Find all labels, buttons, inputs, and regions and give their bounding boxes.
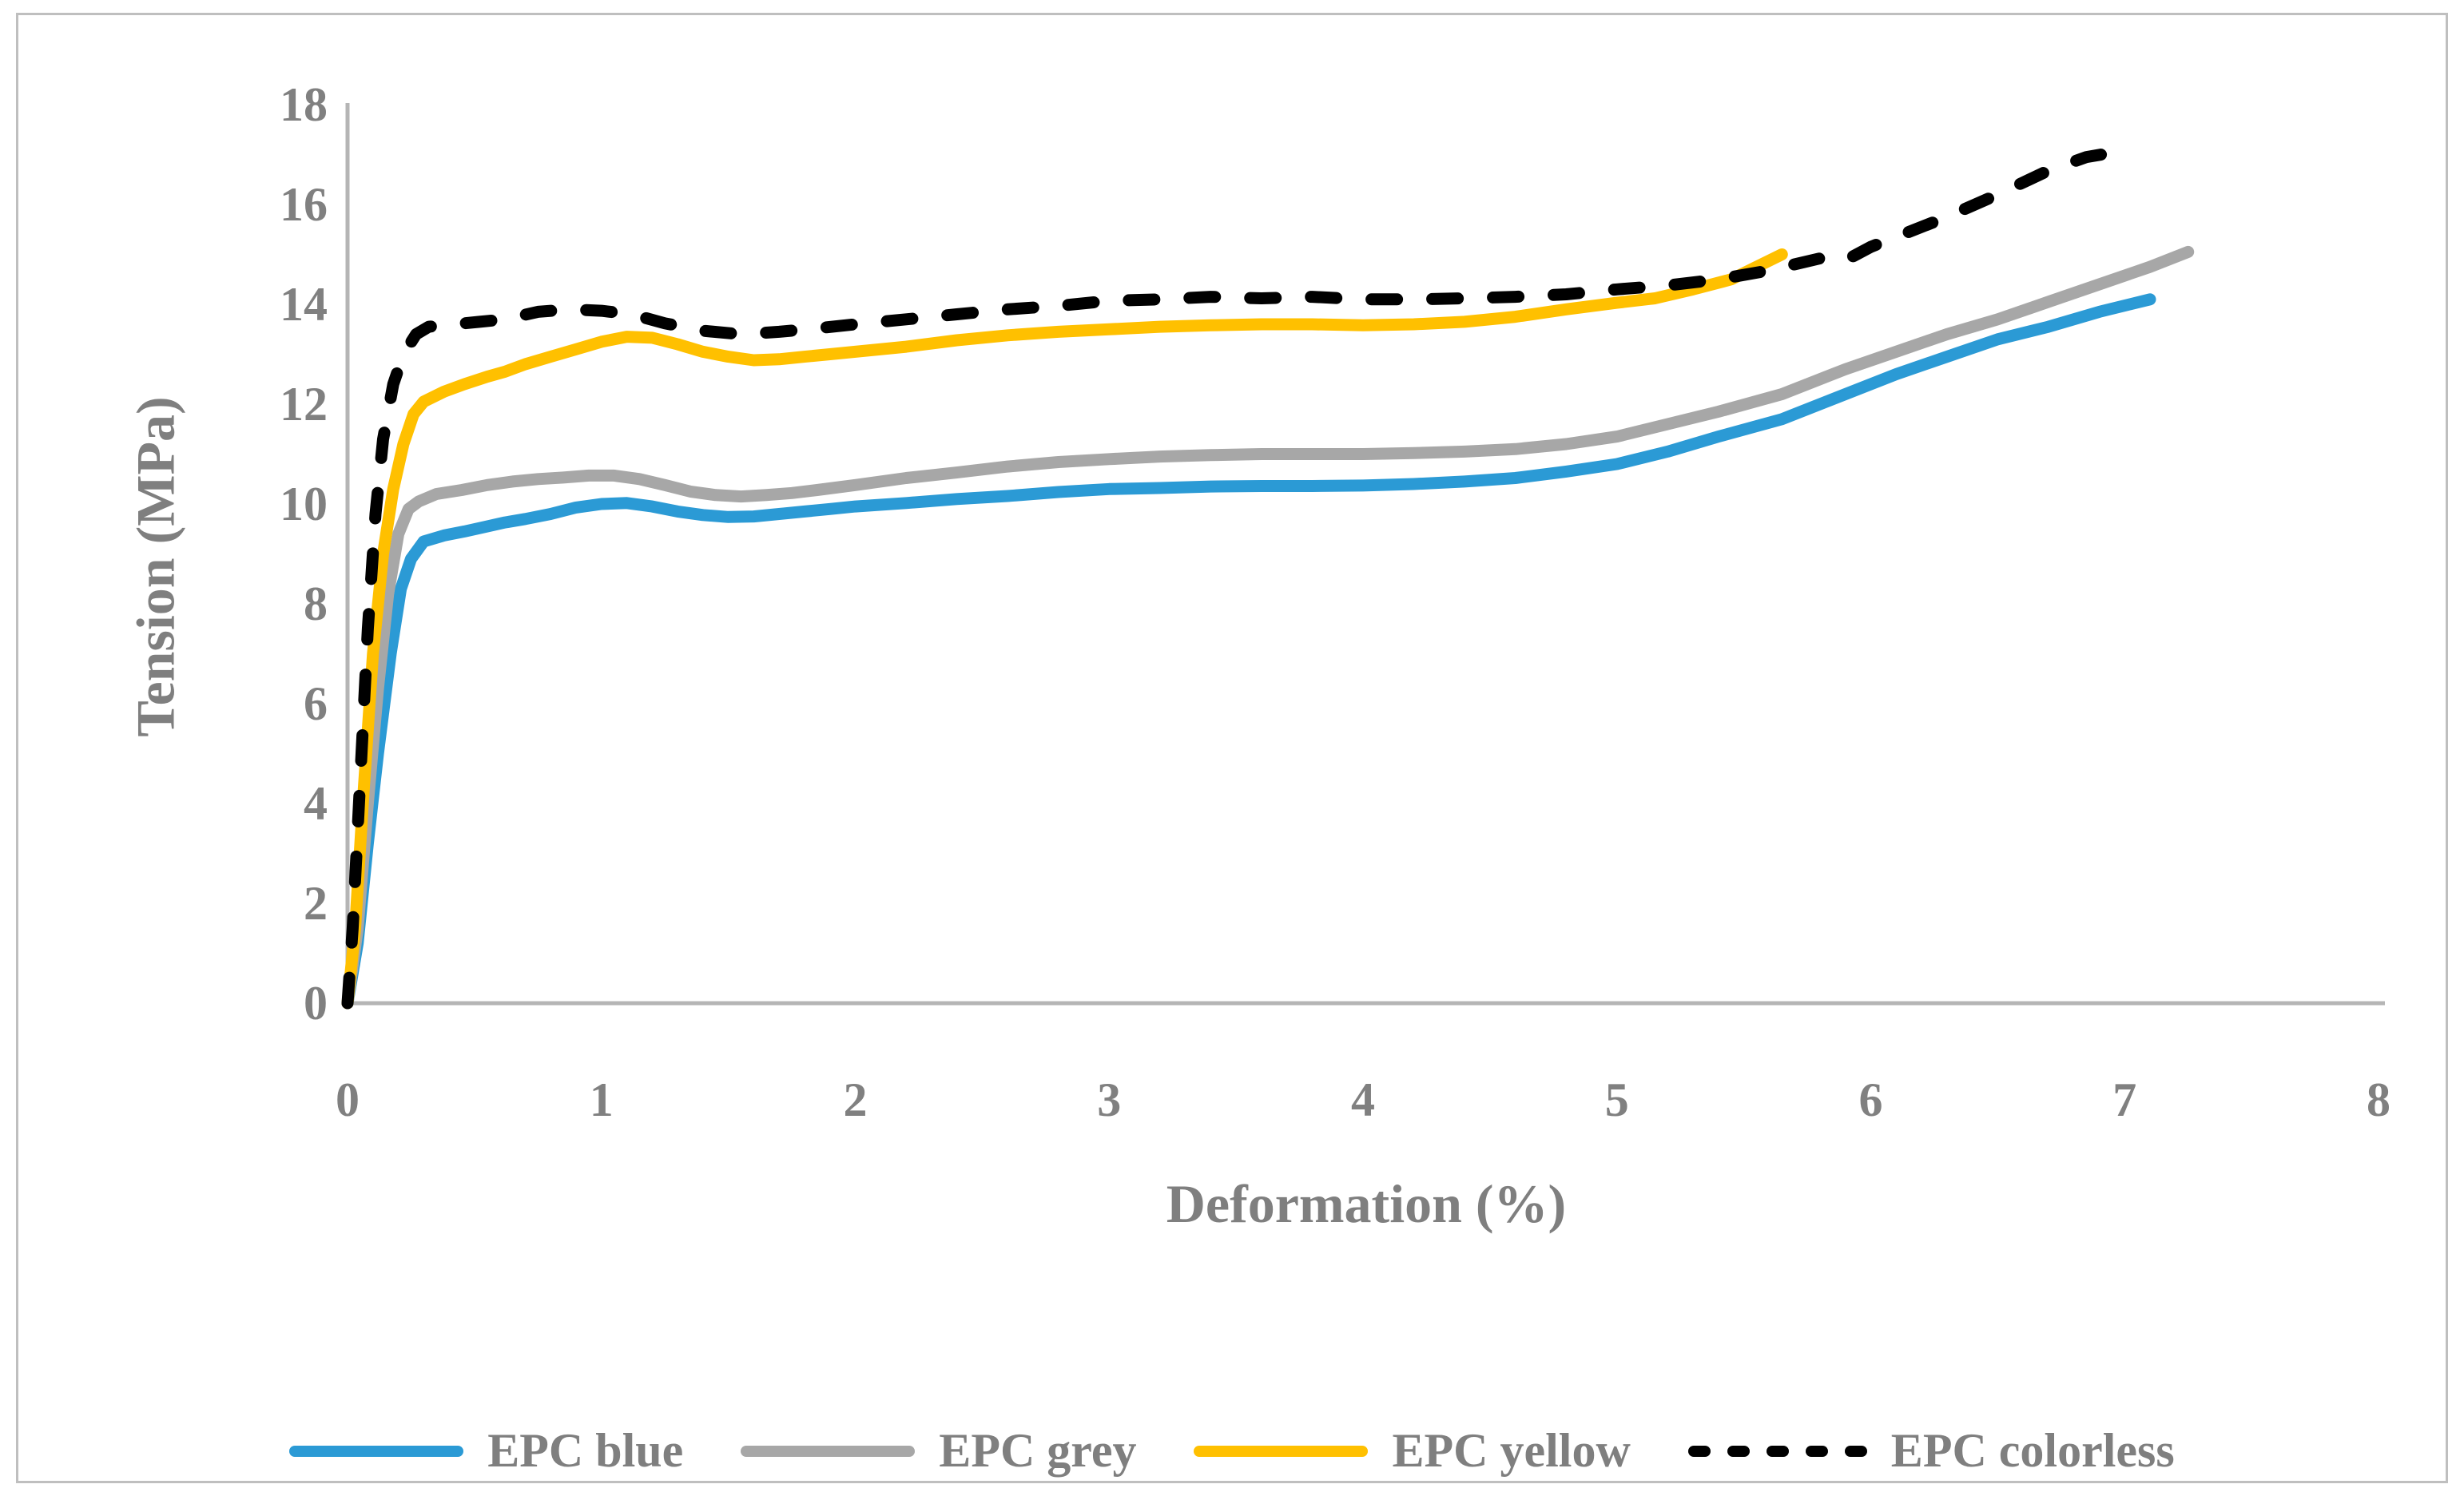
legend-label: EPC blue bbox=[487, 1424, 684, 1477]
y-tick-label-18: 18 bbox=[280, 78, 328, 131]
legend-swatch-dashed-line bbox=[1687, 1445, 1867, 1457]
series-line-epc-blue bbox=[341, 293, 2156, 1010]
legend-label: EPC grey bbox=[939, 1424, 1137, 1477]
x-tick-label-6: 6 bbox=[1858, 1073, 1883, 1126]
x-tick-label-5: 5 bbox=[1604, 1073, 1629, 1126]
y-tick-label-6: 6 bbox=[304, 677, 328, 730]
legend-item-epc-blue: EPC blue bbox=[289, 1423, 683, 1478]
y-tick-label-0: 0 bbox=[304, 977, 328, 1030]
legend-dash-segment bbox=[1805, 1445, 1828, 1457]
series-line-epc-yellow bbox=[341, 248, 1788, 1010]
x-tick-label-3: 3 bbox=[1097, 1073, 1122, 1126]
legend-dash-segment bbox=[1844, 1445, 1867, 1457]
y-tick-label-10: 10 bbox=[280, 478, 328, 530]
x-tick-label-4: 4 bbox=[1351, 1073, 1375, 1126]
legend-dash-segment bbox=[1687, 1445, 1711, 1457]
legend-label: EPC yellow bbox=[1392, 1424, 1631, 1477]
y-tick-label-4: 4 bbox=[304, 777, 328, 830]
x-tick-label-2: 2 bbox=[843, 1073, 868, 1126]
x-tick-label-1: 1 bbox=[589, 1073, 614, 1126]
x-tick-label-0: 0 bbox=[336, 1073, 360, 1126]
chart-legend: EPC blue EPC grey EPC yellow EPC colorless bbox=[0, 1423, 2464, 1478]
legend-swatch-solid-line bbox=[289, 1445, 464, 1457]
x-tick-label-8: 8 bbox=[2367, 1073, 2390, 1126]
y-tick-label-16: 16 bbox=[280, 178, 328, 231]
x-axis-title: Deformation (%) bbox=[1166, 1173, 1567, 1234]
y-tick-label-14: 14 bbox=[280, 278, 328, 331]
series-line-epc-grey bbox=[341, 245, 2195, 1010]
legend-swatch-solid-line bbox=[1194, 1445, 1369, 1457]
legend-item-epc-colorless: EPC colorless bbox=[1687, 1423, 2175, 1478]
series-line-epc-colorless bbox=[341, 147, 2113, 1010]
legend-dash-segment bbox=[1727, 1445, 1750, 1457]
x-tick-label-7: 7 bbox=[2112, 1073, 2137, 1126]
y-axis-title: Tension (MPa) bbox=[125, 396, 186, 737]
y-tick-label-8: 8 bbox=[304, 577, 328, 630]
y-tick-label-2: 2 bbox=[304, 877, 328, 930]
legend-dash-segment bbox=[1766, 1445, 1789, 1457]
legend-label: EPC colorless bbox=[1890, 1424, 2175, 1477]
legend-item-epc-grey: EPC grey bbox=[741, 1423, 1136, 1478]
figure-border bbox=[16, 13, 2448, 1483]
y-tick-label-12: 12 bbox=[280, 378, 328, 431]
legend-swatch-solid-line bbox=[741, 1445, 916, 1457]
legend-item-epc-yellow: EPC yellow bbox=[1194, 1423, 1631, 1478]
